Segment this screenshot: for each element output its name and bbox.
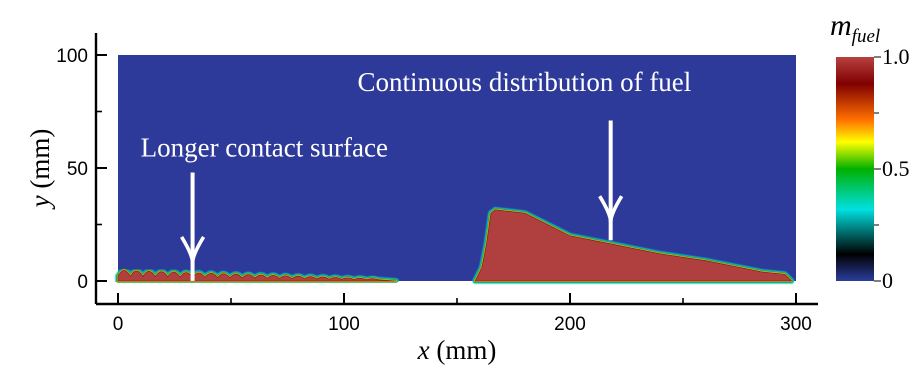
fuel-regions: [115, 207, 795, 284]
x-tick-label-300: 300: [780, 314, 812, 335]
x-tick-label-0: 0: [113, 314, 124, 335]
y-tick-label-100: 100: [56, 46, 88, 67]
plot-background: [118, 55, 796, 281]
annotations: Longer contact surface Continuous distrib…: [141, 67, 692, 281]
fuel-block: [474, 209, 793, 282]
y-tick-label-0: 0: [77, 272, 88, 293]
y-ticks: 0 50 100: [56, 46, 107, 293]
y-tick-label-50: 50: [67, 159, 88, 180]
colorbar-tick-label-1: 0.5: [882, 156, 910, 181]
colorbar-ticks: 1.0 0.5 0: [874, 44, 910, 293]
annotation-arrow-head-1: [180, 235, 206, 265]
x-tick-label-100: 100: [328, 314, 360, 335]
annotation-text-2: Continuous distribution of fuel: [358, 67, 692, 97]
colorbar-tick-label-2: 0: [882, 268, 893, 293]
x-tick-label-200: 200: [554, 314, 586, 335]
colorbar-tick-label-0: 1.0: [882, 44, 910, 69]
annotation-arrow-head-2: [598, 195, 624, 225]
annotation-text-1: Longer contact surface: [141, 133, 388, 163]
colorbar-title: mfuel: [830, 9, 880, 47]
colorbar: mfuel 1.0 0.5 0: [830, 9, 910, 293]
fuel-wavy-layer: [117, 270, 397, 282]
y-axis-label: y (mm): [25, 129, 55, 211]
x-axis-label: x (mm): [417, 335, 497, 365]
x-ticks: 0 100 200 300: [113, 293, 812, 335]
colorbar-gradient: [836, 57, 874, 281]
